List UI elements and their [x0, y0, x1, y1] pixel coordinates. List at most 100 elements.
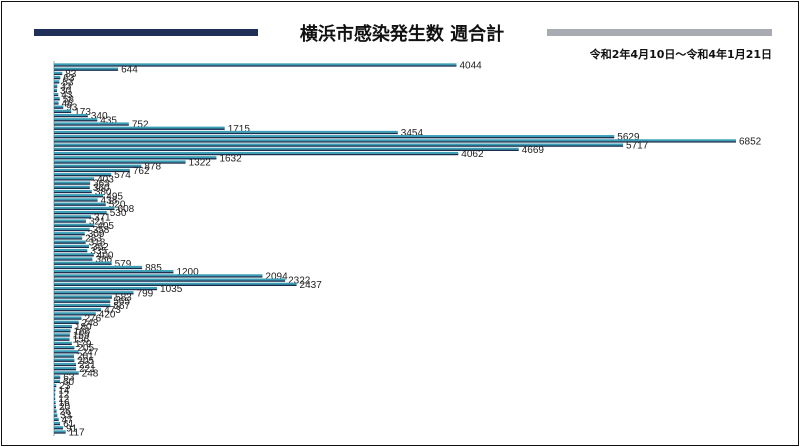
bar-value-label: 63: [63, 373, 75, 384]
bar-shadow: [54, 330, 71, 333]
bar-value-label: 4044: [460, 61, 483, 72]
bar-value-label: 335: [90, 246, 107, 257]
bar-shadow: [54, 221, 86, 223]
bar-shadow: [54, 259, 93, 261]
bar-value-label: 91: [66, 423, 78, 434]
bar-value-label: 1632: [219, 153, 242, 164]
bar-shadow: [54, 406, 56, 409]
bar-value-label: 4062: [461, 149, 484, 160]
bar-value-label: 2094: [265, 271, 288, 282]
bar-shadow: [54, 128, 225, 130]
bar: [54, 71, 63, 74]
bar-shadow: [54, 415, 58, 417]
bar-shadow: [54, 82, 60, 84]
bar-shadow: [54, 411, 57, 413]
bar: [54, 164, 142, 167]
bar: [54, 426, 64, 429]
bar-shadow: [54, 115, 88, 118]
bar-shadow: [54, 183, 91, 185]
bar-value-label: 420: [99, 309, 116, 320]
bar: [54, 181, 91, 184]
bar-value-label: 6852: [739, 136, 762, 147]
bar: [54, 236, 83, 239]
bar-shadow: [54, 356, 75, 358]
bar-shadow: [54, 187, 90, 189]
bar-shadow: [54, 132, 398, 135]
bar: [54, 265, 143, 268]
bar-shadow: [54, 179, 95, 181]
bar-value-label: 46: [62, 98, 74, 109]
bar-value-label: 248: [82, 318, 99, 329]
bar: [54, 413, 58, 416]
bar-shadow: [54, 212, 107, 215]
bar-value-label: 2322: [288, 276, 311, 287]
bar-shadow: [54, 208, 115, 211]
bar-shadow: [54, 322, 79, 324]
bar-value-label: 1322: [189, 158, 212, 169]
bar: [54, 291, 134, 294]
bar-value-label: 248: [82, 368, 99, 379]
bar-value-label: 403: [97, 174, 114, 185]
bar-shadow: [54, 174, 112, 177]
bar-value-label: 885: [145, 263, 162, 274]
bar-value-label: 173: [74, 107, 91, 118]
bar: [54, 118, 98, 121]
bar: [54, 303, 111, 306]
bar: [54, 350, 79, 353]
bar-value-label: 358: [93, 225, 110, 236]
bar: [54, 337, 70, 340]
bar-shadow: [54, 141, 736, 143]
bar-shadow: [54, 309, 102, 312]
bar-shadow: [54, 204, 106, 206]
bar: [54, 130, 398, 133]
bar: [54, 257, 93, 260]
bar: [54, 430, 66, 433]
bar: [54, 383, 57, 386]
bar: [54, 367, 76, 370]
bar: [54, 396, 56, 399]
bar-value-label: 371: [94, 212, 111, 223]
bar-shadow: [54, 427, 64, 430]
bar: [54, 316, 82, 319]
bar: [54, 215, 91, 218]
bar-shadow: [54, 263, 112, 265]
bar-shadow: [54, 318, 82, 320]
bar-shadow: [54, 292, 134, 295]
bar-value-label: 26: [60, 406, 72, 417]
bar: [54, 362, 76, 365]
bar-value-label: 33: [60, 82, 72, 93]
bar-value-label: 400: [97, 250, 114, 261]
bar-value-label: 16: [59, 398, 71, 409]
bar-shadow: [54, 267, 143, 270]
bar: [54, 261, 112, 264]
bar-value-label: 799: [137, 288, 154, 299]
bar-value-label: 340: [91, 111, 108, 122]
bar-value-label: 159: [73, 330, 90, 341]
chart-title: 横浜市感染発生数 週合計: [299, 24, 505, 45]
bar-value-label: 1200: [176, 267, 199, 278]
bar-shadow: [54, 271, 174, 274]
bar-value-label: 574: [114, 170, 131, 181]
bar-value-label: 1035: [160, 284, 183, 295]
bar: [54, 308, 102, 310]
bar: [54, 244, 90, 247]
bar-shadow: [54, 364, 76, 367]
bar-value-label: 878: [144, 162, 161, 173]
bar-shadow: [54, 288, 158, 291]
bar-shadow: [54, 276, 263, 278]
bar-value-label: 360: [93, 183, 110, 194]
bar: [54, 274, 263, 277]
bar-value-label: 12: [58, 390, 70, 401]
bar: [54, 417, 59, 420]
bar-value-label: 752: [132, 120, 149, 131]
bar-value-label: 309: [88, 229, 105, 240]
bar: [54, 400, 56, 403]
bar: [54, 101, 59, 104]
bar-value-label: 2437: [300, 280, 323, 291]
bar-shadow: [54, 103, 59, 105]
bar: [54, 345, 75, 348]
bar: [54, 113, 88, 116]
bar: [54, 282, 297, 285]
bar-shadow: [54, 389, 56, 392]
bar: [54, 97, 60, 100]
